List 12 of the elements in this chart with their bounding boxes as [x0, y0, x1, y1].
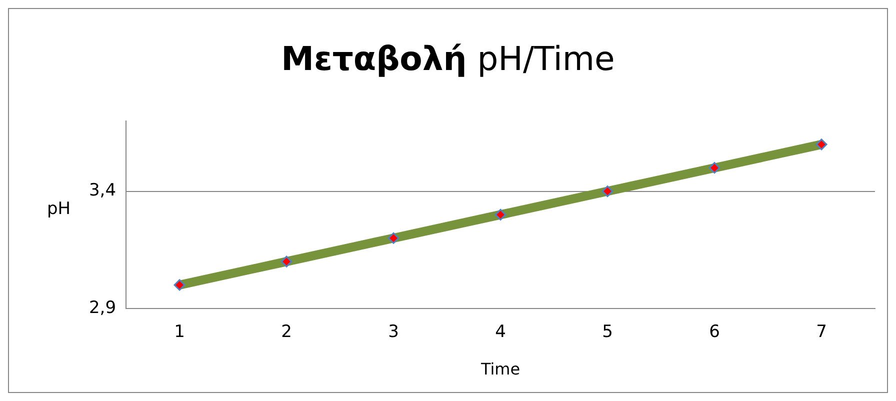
x-tick-label: 1: [174, 322, 185, 342]
x-tick-label: 5: [602, 322, 613, 342]
x-tick-label: 7: [816, 322, 827, 342]
y-tick-label: 2,9: [88, 298, 116, 318]
chart-title: Μεταβολή pH/Time: [281, 39, 615, 78]
x-axis-title: Time: [480, 360, 520, 379]
x-tick-label: 6: [709, 322, 720, 342]
y-tick-label: 3,4: [88, 180, 116, 201]
y-axis-title: pH: [47, 199, 71, 219]
x-tick-label: 3: [388, 322, 399, 342]
x-tick-label: 4: [495, 322, 506, 342]
x-tick-label: 2: [281, 322, 292, 342]
